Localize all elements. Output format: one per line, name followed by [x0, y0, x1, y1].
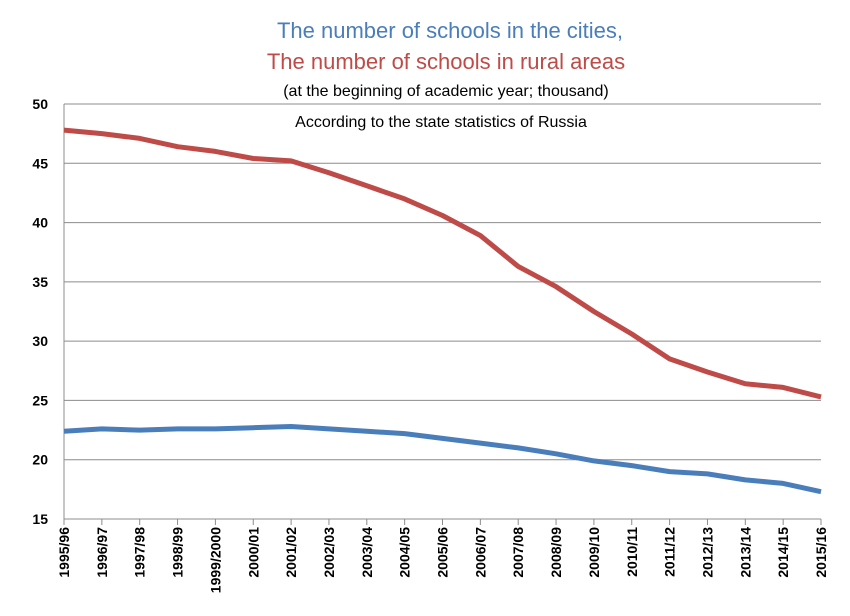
x-tick-label: 2000/01 [245, 527, 261, 578]
x-tick-labels: 1995/96 1996/97 1997/98 1998/99 1999/2000 200… [56, 527, 829, 593]
series-lines [63, 127, 822, 495]
y-tick-label: 45 [32, 155, 48, 171]
gridlines [64, 103, 821, 461]
x-tick-label: 1998/99 [170, 527, 186, 578]
x-tick-label: 2006/07 [472, 527, 488, 578]
y-tick-label: 20 [32, 452, 48, 468]
x-tick-label: 2002/03 [321, 527, 337, 578]
x-tick-label: 2004/05 [397, 527, 413, 578]
chart-title-line-rural: The number of schools in rural areas [267, 49, 625, 74]
x-tick-label: 2011/12 [662, 527, 678, 577]
x-tick-label: 2009/10 [586, 527, 602, 578]
x-tick-label: 2012/13 [699, 527, 715, 578]
series-line-1 [63, 424, 822, 495]
x-tick-label: 1997/98 [132, 527, 148, 578]
y-tick-label: 15 [32, 511, 48, 527]
x-tick-label: 2005/06 [435, 527, 451, 578]
y-tick-label: 40 [32, 215, 48, 231]
x-tick-label: 1999/2000 [207, 527, 223, 593]
x-tick-label: 2014/15 [775, 527, 791, 578]
x-tick-label: 2015/16 [813, 527, 829, 578]
x-tick-label: 1996/97 [94, 527, 110, 578]
y-tick-label: 50 [32, 96, 48, 112]
x-tick-label: 2001/02 [283, 527, 299, 578]
x-tick-label: 2013/14 [737, 527, 753, 578]
y-tick-label: 30 [32, 333, 48, 349]
chart-subtitle: (at the beginning of academic year; thou… [283, 83, 609, 100]
chart-title-line-cities: The number of schools in the cities, [277, 18, 623, 43]
y-tick-labels: 15 20 25 30 35 40 45 50 [32, 96, 48, 527]
x-tick-label: 2003/04 [359, 527, 375, 578]
series-line-0 [63, 127, 822, 400]
chart-annotation: According to the state statistics of Rus… [295, 114, 587, 131]
x-tick-label: 2008/09 [548, 527, 564, 578]
x-tick-label: 2010/11 [624, 527, 640, 577]
axes [63, 104, 822, 525]
x-tick-label: 2007/08 [510, 527, 526, 578]
x-tick-label: 1995/96 [56, 527, 72, 578]
y-tick-label: 35 [32, 274, 48, 290]
y-tick-label: 25 [32, 392, 48, 408]
